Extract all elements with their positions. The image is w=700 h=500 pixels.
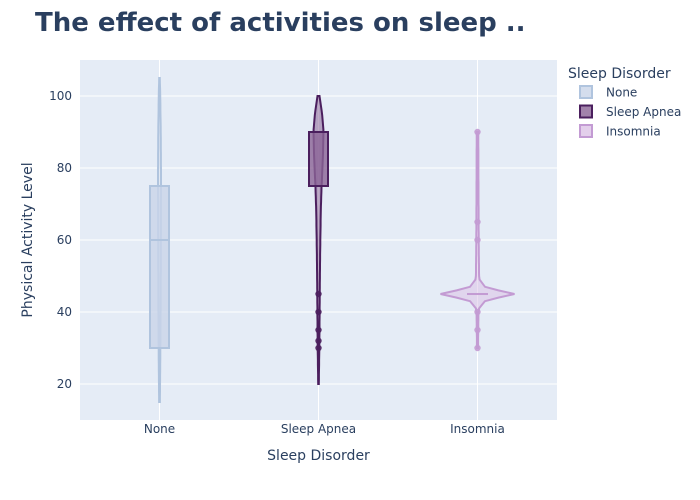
legend-title: Sleep Disorder xyxy=(568,66,671,82)
x-tick-label: None xyxy=(144,422,175,436)
y-tick-label: 40 xyxy=(57,305,72,319)
tick-layer: 20 40 60 80 100 None Sleep Apnea Insomnia xyxy=(49,89,505,436)
chart-title: The effect of activities on sleep .. xyxy=(35,8,526,38)
y-axis-title: Physical Activity Level xyxy=(20,162,36,317)
outlier-point xyxy=(474,128,481,136)
box-iqr xyxy=(308,131,329,187)
outlier-point xyxy=(315,326,322,334)
legend-label: None xyxy=(606,86,637,100)
legend[interactable]: Sleep Disorder None Sleep Apnea Insomnia xyxy=(568,66,681,139)
outlier-point xyxy=(474,218,481,226)
legend-item[interactable]: None xyxy=(579,85,637,100)
legend-items: None Sleep Apnea Insomnia xyxy=(579,85,681,139)
outlier-point xyxy=(474,308,481,316)
outlier-point xyxy=(315,290,322,298)
y-tick-label: 80 xyxy=(57,161,72,175)
y-tick-label: 20 xyxy=(57,377,72,391)
legend-swatch xyxy=(579,124,593,138)
outlier-point xyxy=(315,344,322,352)
outlier-point xyxy=(474,344,481,352)
legend-swatch xyxy=(579,85,593,99)
outlier-point xyxy=(474,236,481,244)
legend-label: Sleep Apnea xyxy=(606,105,681,119)
legend-swatch xyxy=(579,104,593,119)
x-tick-label: Sleep Apnea xyxy=(281,422,356,436)
x-axis-title: Sleep Disorder xyxy=(267,448,370,464)
legend-item[interactable]: Sleep Apnea xyxy=(579,104,681,119)
outlier-point xyxy=(315,308,322,316)
y-tick-label: 100 xyxy=(49,89,72,103)
legend-item[interactable]: Insomnia xyxy=(579,124,661,139)
box-iqr xyxy=(149,185,170,349)
legend-label: Insomnia xyxy=(606,125,661,139)
outlier-point xyxy=(474,326,481,334)
outlier-point xyxy=(315,337,322,344)
violin-layer xyxy=(149,77,515,403)
x-tick-label: Insomnia xyxy=(450,422,505,436)
y-tick-label: 60 xyxy=(57,233,72,247)
